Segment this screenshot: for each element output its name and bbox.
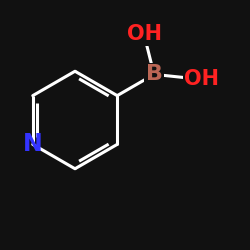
Text: OH: OH [184,69,219,89]
Text: N: N [23,132,43,156]
Text: B: B [146,64,162,84]
Text: OH: OH [126,24,162,44]
